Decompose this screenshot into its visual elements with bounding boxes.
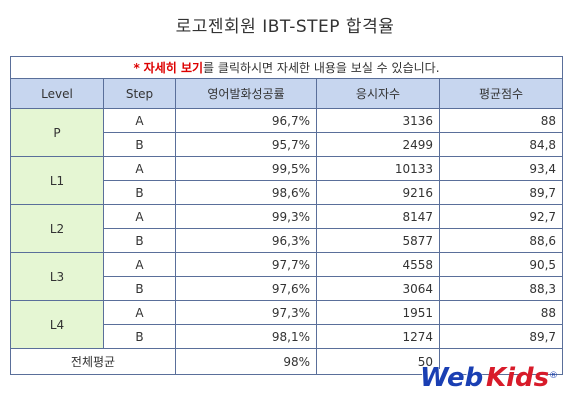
notice-cell: * 자세히 보기를 클릭하시면 자세한 내용을 보실 수 있습니다. xyxy=(9,56,564,79)
rate-cell: 98,1% xyxy=(175,324,317,349)
score-cell: 88 xyxy=(438,300,564,325)
count-cell: 5877 xyxy=(316,228,440,253)
rate-cell: 96,7% xyxy=(175,108,317,133)
notice-text: 를 클릭하시면 자세한 내용을 보실 수 있습니다. xyxy=(203,61,440,75)
count-cell: 4558 xyxy=(316,252,440,277)
score-cell: 88 xyxy=(438,108,564,133)
header-rate: 영어발화성공률 xyxy=(175,78,317,109)
rate-cell: 98,6% xyxy=(175,180,317,205)
score-cell: 88,6 xyxy=(438,228,564,253)
rate-cell: 99,5% xyxy=(175,156,317,181)
average-rate: 98% xyxy=(175,348,317,375)
step-cell: B xyxy=(103,180,176,205)
level-cell: P xyxy=(10,108,104,157)
header-score: 평균점수 xyxy=(438,78,564,109)
step-cell: B xyxy=(103,276,176,301)
rate-cell: 99,3% xyxy=(175,204,317,229)
count-cell: 2499 xyxy=(316,132,440,157)
level-cell: L4 xyxy=(10,300,104,349)
step-cell: A xyxy=(103,108,176,133)
average-label: 전체평균 xyxy=(10,348,176,375)
count-cell: 3064 xyxy=(316,276,440,301)
score-cell: 92,7 xyxy=(438,204,564,229)
webkids-logo: Web Kids ® xyxy=(420,363,558,397)
rate-cell: 97,3% xyxy=(175,300,317,325)
step-cell: A xyxy=(103,252,176,277)
count-cell: 3136 xyxy=(316,108,440,133)
table-row: L3 A 97,7% 4558 90,5 xyxy=(10,252,564,301)
rate-cell: 97,7% xyxy=(175,252,317,277)
notice-star: * xyxy=(133,61,140,75)
score-cell: 93,4 xyxy=(438,156,564,181)
header-level: Level xyxy=(10,78,104,109)
level-cell: L2 xyxy=(10,204,104,253)
rate-cell: 95,7% xyxy=(175,132,317,157)
header-step: Step xyxy=(103,78,176,109)
score-cell: 84,8 xyxy=(438,132,564,157)
step-cell: A xyxy=(103,300,176,325)
header-count: 응시자수 xyxy=(316,78,440,109)
step-cell: A xyxy=(103,204,176,229)
logo-kids-text: Kids xyxy=(486,363,550,393)
header-row: Level Step 영어발화성공률 응시자수 평균점수 xyxy=(10,78,564,109)
table-row: B 96,3% 5877 88,6 xyxy=(11,228,564,253)
average-row: 전체평균 98% 50 xyxy=(10,348,564,375)
count-cell: 1951 xyxy=(316,300,440,325)
table-row: L4 A 97,3% 1951 88 xyxy=(10,300,564,349)
details-link[interactable]: 자세히 보기 xyxy=(143,61,204,75)
rate-cell: 97,6% xyxy=(175,276,317,301)
count-cell: 9216 xyxy=(316,180,440,205)
level-cell: L1 xyxy=(10,156,104,205)
pass-rate-table: * 자세히 보기를 클릭하시면 자세한 내용을 보실 수 있습니다. Level… xyxy=(9,56,564,375)
level-cell: L3 xyxy=(10,252,104,301)
count-cell: 8147 xyxy=(316,204,440,229)
table-row: L2 A 99,3% 8147 92,7 xyxy=(10,204,564,253)
logo-registered-mark: ® xyxy=(549,371,558,381)
count-cell: 1274 xyxy=(316,324,440,349)
table-row: L1 A 99,5% 10133 93,4 xyxy=(10,156,564,205)
average-count: 50 xyxy=(316,348,440,375)
table-row: B 97,6% 3064 88,3 xyxy=(11,276,564,301)
step-cell: B xyxy=(103,324,176,349)
score-cell: 88,3 xyxy=(438,276,564,301)
score-cell: 89,7 xyxy=(438,324,564,349)
score-cell: 90,5 xyxy=(438,252,564,277)
table-row: B 98,6% 9216 89,7 xyxy=(11,180,564,205)
page-title: 로고젠회원 IBT-STEP 합격율 xyxy=(175,17,395,37)
table-row: B 98,1% 1274 89,7 xyxy=(11,324,564,349)
notice-row: * 자세히 보기를 클릭하시면 자세한 내용을 보실 수 있습니다. xyxy=(9,56,564,79)
step-cell: B xyxy=(103,228,176,253)
average-score-empty xyxy=(438,348,564,375)
count-cell: 10133 xyxy=(316,156,440,181)
score-cell: 89,7 xyxy=(438,180,564,205)
logo-web-text: Web xyxy=(420,363,484,393)
table-row: P A 96,7% 3136 88 xyxy=(10,108,564,157)
rate-cell: 96,3% xyxy=(175,228,317,253)
step-cell: A xyxy=(103,156,176,181)
step-cell: B xyxy=(103,132,176,157)
